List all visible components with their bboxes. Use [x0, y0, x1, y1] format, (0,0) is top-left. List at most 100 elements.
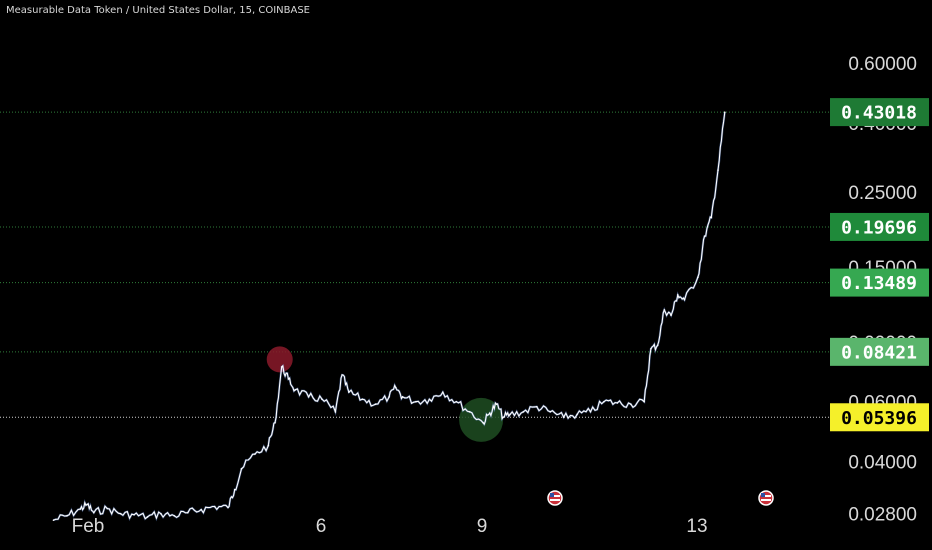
y-tick-label: 0.04000	[848, 452, 917, 473]
price-point	[213, 505, 216, 508]
price-tag-label: 0.19696	[841, 217, 917, 238]
price-point	[240, 468, 243, 470]
us-flag-event-icon[interactable]	[758, 490, 774, 506]
price-point	[428, 398, 431, 401]
price-point	[227, 506, 229, 509]
price-point	[274, 421, 276, 424]
price-point	[603, 400, 605, 403]
price-point	[562, 416, 565, 418]
y-tick-label: 0.60000	[848, 54, 917, 75]
price-point	[119, 512, 122, 515]
price-point	[401, 396, 404, 398]
price-point	[341, 374, 343, 376]
price-point	[66, 515, 68, 517]
price-point	[717, 169, 719, 171]
price-point	[415, 400, 417, 403]
price-point	[468, 411, 471, 413]
price-point	[254, 453, 256, 455]
x-tick-label: 6	[316, 516, 327, 537]
price-point	[683, 298, 686, 301]
price-tag-box	[830, 212, 929, 241]
entry-marker	[266, 346, 293, 373]
price-point	[629, 403, 632, 405]
price-point	[280, 366, 283, 368]
price-point	[133, 513, 135, 516]
price-point	[395, 386, 397, 389]
price-point	[495, 403, 498, 405]
event-badge-canton	[550, 493, 554, 497]
price-point	[549, 411, 552, 413]
event-badge-canton	[761, 493, 765, 497]
x-tick-label: Feb	[72, 516, 105, 537]
x-tick-label: 13	[686, 516, 707, 537]
price-point	[710, 216, 713, 219]
price-point	[616, 402, 619, 404]
price-tag-box	[830, 268, 929, 297]
price-point	[307, 396, 310, 398]
price-point	[643, 400, 645, 403]
price-point	[146, 516, 149, 518]
price-tag-box	[830, 98, 929, 127]
y-tick-label: 0.25000	[848, 183, 917, 204]
price-tag-label: 0.05396	[841, 408, 917, 429]
price-point	[52, 519, 55, 521]
price-point	[697, 276, 699, 278]
price-tag-box	[830, 403, 929, 432]
us-flag-event-icon[interactable]	[547, 490, 563, 506]
price-tag[interactable]: 0.05396	[830, 403, 929, 432]
price-point	[489, 412, 491, 414]
price-point	[86, 503, 88, 506]
price-point	[106, 507, 108, 510]
price-tag-label: 0.43018	[841, 103, 917, 124]
price-point	[287, 378, 290, 380]
price-point	[703, 235, 706, 237]
price-tag-label: 0.08421	[841, 342, 917, 363]
price-point	[92, 511, 95, 514]
price-point	[79, 508, 82, 510]
price-point	[482, 421, 484, 424]
price-tag-box	[830, 337, 929, 366]
price-point	[650, 347, 652, 350]
price-point	[334, 411, 337, 413]
price-point	[509, 413, 511, 416]
price-point	[321, 398, 323, 401]
price-point	[723, 111, 726, 113]
price-tag[interactable]: 0.08421	[830, 337, 929, 366]
price-point	[663, 309, 666, 311]
y-tick-label: 0.02800	[848, 505, 917, 526]
price-point	[676, 294, 679, 296]
price-point	[348, 391, 350, 393]
price-point	[589, 411, 592, 413]
price-point	[656, 344, 659, 347]
price-tag[interactable]: 0.13489	[830, 268, 929, 297]
price-point	[536, 405, 538, 408]
price-point	[455, 400, 458, 403]
price-point	[576, 413, 578, 416]
event-badge-stripe	[550, 499, 560, 501]
event-badge-stripe	[761, 499, 771, 501]
price-tag[interactable]: 0.43018	[830, 98, 929, 127]
price-point	[294, 389, 296, 391]
event-badge-stripe	[761, 495, 771, 497]
price-tag[interactable]: 0.19696	[830, 212, 929, 241]
price-line	[53, 112, 726, 521]
price-point	[442, 391, 444, 393]
x-tick-label: 9	[477, 516, 488, 537]
price-point	[670, 314, 672, 317]
price-point	[267, 444, 270, 447]
price-point	[160, 512, 162, 515]
price-point	[186, 511, 189, 514]
price-point	[522, 411, 525, 413]
price-point	[502, 416, 505, 418]
price-point	[173, 515, 176, 517]
price-point	[388, 396, 390, 398]
price-point	[233, 488, 236, 491]
price-point	[200, 508, 202, 511]
price-point	[374, 403, 377, 405]
symbol-title: Measurable Data Token / United States Do…	[6, 5, 310, 16]
event-badge-stripe	[550, 495, 560, 497]
price-tag-label: 0.13489	[841, 273, 917, 294]
price-point	[361, 398, 364, 401]
